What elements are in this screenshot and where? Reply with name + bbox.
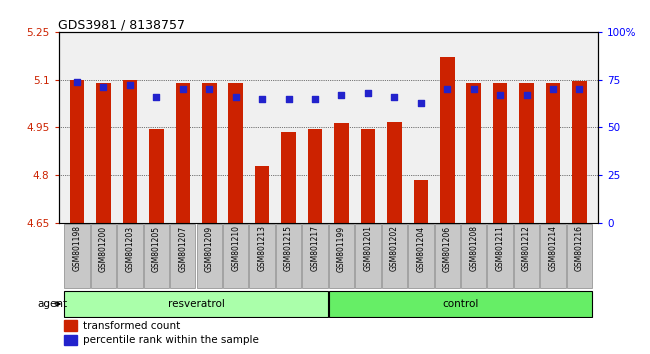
Text: resveratrol: resveratrol <box>168 299 224 309</box>
Bar <box>202 83 216 223</box>
Text: GSM801214: GSM801214 <box>549 225 558 272</box>
Bar <box>572 81 587 223</box>
Bar <box>493 83 508 223</box>
Text: GSM801206: GSM801206 <box>443 225 452 272</box>
Point <box>495 92 505 98</box>
Text: GSM801212: GSM801212 <box>522 225 531 272</box>
FancyBboxPatch shape <box>276 224 302 288</box>
FancyBboxPatch shape <box>540 224 566 288</box>
Text: GSM801213: GSM801213 <box>257 225 266 272</box>
Text: GSM801209: GSM801209 <box>205 225 214 272</box>
Text: percentile rank within the sample: percentile rank within the sample <box>83 335 259 345</box>
Text: GSM801203: GSM801203 <box>125 225 135 272</box>
FancyBboxPatch shape <box>117 224 142 288</box>
FancyBboxPatch shape <box>461 224 486 288</box>
Point <box>283 96 294 102</box>
Text: GSM801210: GSM801210 <box>231 225 240 272</box>
FancyBboxPatch shape <box>196 224 222 288</box>
Text: GSM801211: GSM801211 <box>496 225 504 272</box>
FancyBboxPatch shape <box>488 224 513 288</box>
Text: GSM801200: GSM801200 <box>99 225 108 272</box>
Point <box>125 82 135 88</box>
Bar <box>281 132 296 223</box>
Bar <box>228 83 243 223</box>
Text: control: control <box>442 299 478 309</box>
FancyBboxPatch shape <box>435 224 460 288</box>
Point <box>336 92 346 98</box>
Point <box>521 92 532 98</box>
FancyBboxPatch shape <box>250 224 275 288</box>
Text: GDS3981 / 8138757: GDS3981 / 8138757 <box>58 19 185 32</box>
Point <box>442 86 452 92</box>
Bar <box>467 83 481 223</box>
Bar <box>361 129 375 223</box>
FancyBboxPatch shape <box>170 224 196 288</box>
Text: GSM801205: GSM801205 <box>152 225 161 272</box>
Text: GSM801208: GSM801208 <box>469 225 478 272</box>
FancyBboxPatch shape <box>64 224 90 288</box>
Point <box>231 94 241 99</box>
Text: GSM801199: GSM801199 <box>337 225 346 272</box>
Text: GSM801217: GSM801217 <box>311 225 320 272</box>
Bar <box>123 80 137 223</box>
Text: GSM801201: GSM801201 <box>363 225 372 272</box>
Text: GSM801207: GSM801207 <box>178 225 187 272</box>
Point <box>389 94 400 99</box>
Text: agent: agent <box>37 299 68 309</box>
Bar <box>546 83 560 223</box>
Point <box>204 86 214 92</box>
Bar <box>255 166 269 223</box>
Point <box>469 86 479 92</box>
FancyBboxPatch shape <box>144 224 169 288</box>
FancyBboxPatch shape <box>302 224 328 288</box>
Bar <box>334 122 349 223</box>
FancyBboxPatch shape <box>91 224 116 288</box>
Point <box>151 94 162 99</box>
FancyBboxPatch shape <box>355 224 381 288</box>
Point <box>363 90 373 96</box>
Bar <box>387 122 402 223</box>
Point <box>310 96 320 102</box>
Point <box>177 86 188 92</box>
Text: GSM801215: GSM801215 <box>284 225 293 272</box>
Bar <box>64 320 77 331</box>
Point <box>415 100 426 105</box>
Bar <box>519 83 534 223</box>
Point <box>72 79 82 84</box>
Bar <box>440 57 454 223</box>
Bar <box>96 83 110 223</box>
FancyBboxPatch shape <box>64 291 328 317</box>
Text: GSM801216: GSM801216 <box>575 225 584 272</box>
FancyBboxPatch shape <box>223 224 248 288</box>
Text: transformed count: transformed count <box>83 321 180 331</box>
Bar <box>149 129 164 223</box>
FancyBboxPatch shape <box>567 224 592 288</box>
FancyBboxPatch shape <box>514 224 539 288</box>
Text: GSM801202: GSM801202 <box>390 225 399 272</box>
Bar <box>176 83 190 223</box>
Bar <box>70 80 84 223</box>
Point <box>548 86 558 92</box>
FancyBboxPatch shape <box>408 224 434 288</box>
Bar <box>413 180 428 223</box>
Point <box>98 84 109 90</box>
Point <box>575 86 585 92</box>
Text: GSM801204: GSM801204 <box>416 225 425 272</box>
FancyBboxPatch shape <box>329 224 354 288</box>
Point <box>257 96 267 102</box>
FancyBboxPatch shape <box>329 291 592 317</box>
FancyBboxPatch shape <box>382 224 407 288</box>
Text: GSM801198: GSM801198 <box>73 225 81 272</box>
Bar <box>307 129 322 223</box>
Bar <box>64 335 77 346</box>
